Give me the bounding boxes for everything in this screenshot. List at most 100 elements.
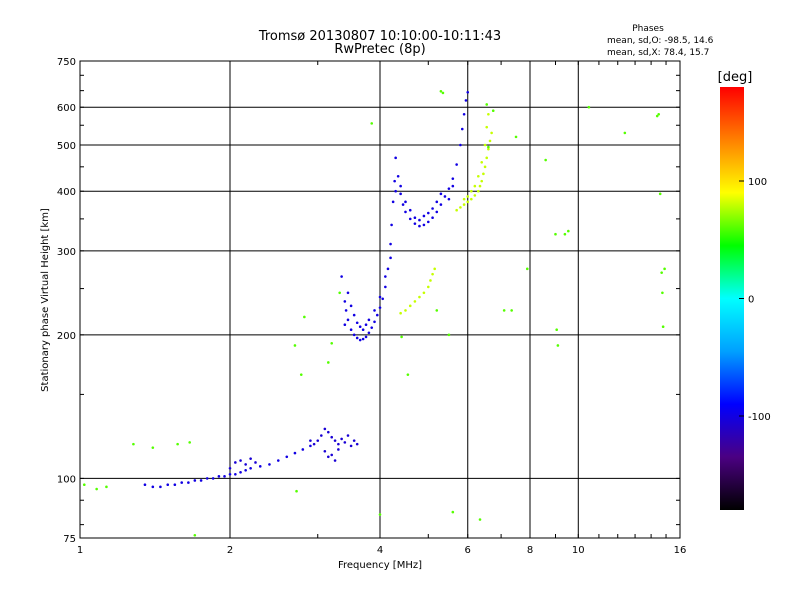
stats-x-mode: mean, sd,X: 78.4, 15.7 bbox=[607, 48, 709, 58]
data-point bbox=[413, 222, 417, 225]
stats-o-mode: mean, sd,O: -98.5, 14.6 bbox=[607, 36, 714, 46]
data-point bbox=[480, 160, 484, 164]
data-point bbox=[370, 326, 374, 329]
plot-area: 1 2 4 6 8 10 16 75 100 200 300 400 500 600 750 bbox=[57, 57, 686, 556]
data-point bbox=[355, 442, 359, 446]
data-point bbox=[228, 466, 232, 470]
data-point bbox=[544, 158, 547, 162]
data-point bbox=[466, 90, 470, 94]
data-point bbox=[399, 311, 402, 315]
data-point bbox=[426, 220, 430, 224]
data-point bbox=[217, 475, 221, 478]
data-point bbox=[375, 313, 379, 317]
data-point bbox=[381, 297, 384, 301]
data-point bbox=[244, 468, 247, 472]
y-tick-label: 200 bbox=[57, 331, 76, 342]
data-point bbox=[344, 309, 348, 312]
data-point bbox=[447, 333, 451, 337]
x-tick-label: 2 bbox=[227, 545, 233, 556]
data-point bbox=[396, 174, 400, 178]
data-point bbox=[384, 275, 387, 278]
y-tick-label: 600 bbox=[57, 103, 76, 114]
data-point bbox=[473, 184, 477, 188]
data-point bbox=[303, 315, 306, 319]
data-point bbox=[389, 256, 392, 260]
data-point bbox=[587, 105, 591, 109]
data-point bbox=[433, 267, 436, 271]
data-point bbox=[478, 184, 482, 188]
data-point bbox=[443, 195, 447, 198]
data-point bbox=[364, 323, 368, 327]
data-point bbox=[193, 533, 197, 537]
chart-title: Tromsø 20130807 10:10:00-10:11:43 bbox=[258, 29, 501, 44]
data-point bbox=[346, 318, 350, 322]
data-point bbox=[254, 461, 257, 464]
data-point bbox=[399, 192, 402, 196]
data-point bbox=[309, 444, 312, 448]
data-point bbox=[394, 189, 397, 193]
data-point bbox=[268, 463, 271, 466]
y-axis-label: Stationary phase Virtual Height [km] bbox=[40, 208, 51, 392]
data-point bbox=[384, 285, 387, 289]
data-point bbox=[320, 434, 323, 437]
data-point bbox=[431, 207, 434, 210]
data-point bbox=[661, 325, 665, 328]
data-point bbox=[346, 434, 350, 437]
data-point bbox=[312, 442, 316, 446]
y-tick-label: 100 bbox=[57, 474, 76, 485]
data-point bbox=[413, 300, 417, 303]
data-point bbox=[333, 439, 337, 442]
data-point bbox=[239, 459, 242, 462]
data-point bbox=[408, 208, 412, 212]
data-point bbox=[285, 455, 289, 459]
data-point bbox=[485, 103, 489, 106]
data-point bbox=[466, 200, 470, 204]
x-tick-label: 4 bbox=[377, 545, 383, 556]
data-point bbox=[514, 135, 518, 139]
data-point bbox=[470, 189, 473, 193]
data-point bbox=[378, 295, 382, 299]
colorbar: 100 0 -100 bbox=[720, 87, 771, 510]
data-point bbox=[361, 337, 365, 341]
data-point bbox=[386, 267, 390, 271]
data-point bbox=[293, 344, 297, 347]
data-point bbox=[623, 131, 627, 135]
data-point bbox=[470, 197, 473, 201]
data-point bbox=[337, 448, 340, 451]
data-point bbox=[439, 203, 443, 206]
data-point bbox=[482, 172, 485, 176]
chart-subtitle: RwPretec (8p) bbox=[334, 42, 425, 57]
data-point bbox=[483, 165, 487, 169]
data-point bbox=[205, 477, 209, 480]
data-point bbox=[132, 442, 135, 446]
data-point bbox=[151, 446, 155, 449]
data-point bbox=[466, 195, 470, 198]
data-point bbox=[187, 481, 190, 484]
stats-heading: Phases bbox=[632, 24, 664, 34]
data-point bbox=[143, 483, 147, 487]
data-point bbox=[426, 211, 430, 215]
data-point bbox=[485, 125, 489, 129]
data-point bbox=[327, 361, 330, 364]
data-point bbox=[413, 216, 417, 220]
data-point bbox=[462, 203, 466, 206]
data-point bbox=[435, 309, 439, 312]
x-tick-label: 10 bbox=[572, 545, 585, 556]
colorbar-label: [deg] bbox=[718, 70, 753, 85]
data-point bbox=[309, 439, 312, 442]
data-point bbox=[418, 224, 421, 228]
data-point bbox=[399, 184, 402, 188]
data-point bbox=[159, 485, 162, 489]
data-point bbox=[401, 203, 405, 206]
data-point bbox=[473, 194, 477, 197]
data-point bbox=[393, 179, 396, 183]
data-point bbox=[422, 214, 426, 218]
data-point bbox=[426, 285, 430, 289]
data-point bbox=[244, 463, 247, 466]
data-point bbox=[343, 323, 347, 327]
data-point bbox=[276, 459, 280, 462]
x-tick-label: 16 bbox=[674, 545, 687, 556]
data-point bbox=[373, 320, 376, 324]
data-point bbox=[330, 341, 334, 345]
data-point bbox=[404, 309, 407, 312]
